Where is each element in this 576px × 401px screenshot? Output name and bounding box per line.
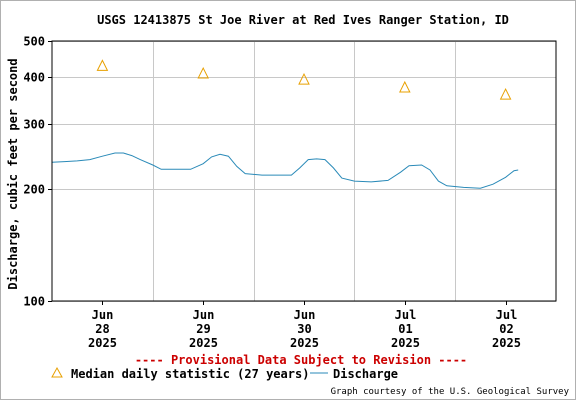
plot-frame xyxy=(51,40,557,302)
median-point xyxy=(499,87,512,100)
x-tick-label: Jul xyxy=(496,308,518,322)
legend-median-label: Median daily statistic (27 years) xyxy=(71,367,309,381)
median-point xyxy=(96,59,109,71)
discharge-series-line xyxy=(51,152,519,189)
y-tick-label: 400 xyxy=(23,71,45,85)
median-markers xyxy=(96,59,512,100)
median-point xyxy=(398,80,411,93)
x-tick-label: 2025 xyxy=(391,336,420,350)
chart-title: USGS 12413875 St Joe River at Red Ives R… xyxy=(97,13,509,27)
median-point xyxy=(197,66,210,79)
x-tick-label: 2025 xyxy=(290,336,319,350)
graph-credit: Graph courtesy of the U.S. Geological Su… xyxy=(331,387,570,397)
x-tick-label: Jun xyxy=(92,308,114,322)
y-tick-label: 100 xyxy=(23,295,45,309)
x-tick-label: 2025 xyxy=(88,336,117,350)
y-axis-label: Discharge, cubic feet per second xyxy=(6,58,20,289)
x-axis-ticks: Jun282025Jun292025Jun302025Jul012025Jul0… xyxy=(88,301,521,350)
legend: Median daily statistic (27 years) Discha… xyxy=(51,366,398,381)
x-tick-label: Jul xyxy=(395,308,417,322)
y-axis-ticks: 100 200 300 400 500 xyxy=(23,35,52,309)
x-tick-label: Jun xyxy=(193,308,215,322)
x-tick-label: 30 xyxy=(297,322,311,336)
x-tick-label: Jun xyxy=(294,308,316,322)
x-tick-label: 29 xyxy=(196,322,210,336)
provisional-notice: ---- Provisional Data Subject to Revisio… xyxy=(135,353,467,367)
x-tick-label: 2025 xyxy=(189,336,218,350)
x-tick-label: 2025 xyxy=(492,336,521,350)
y-tick-label: 300 xyxy=(23,118,45,132)
legend-discharge-label: Discharge xyxy=(333,367,398,381)
y-tick-label: 200 xyxy=(23,183,45,197)
plot-area xyxy=(51,59,519,189)
x-tick-label: 02 xyxy=(499,322,513,336)
y-tick-label: 500 xyxy=(23,35,45,49)
x-tick-label: 01 xyxy=(398,322,412,336)
legend-median-triangle-icon xyxy=(51,366,63,378)
x-tick-label: 28 xyxy=(95,322,109,336)
median-point xyxy=(298,72,310,85)
grid-lines xyxy=(52,41,556,302)
